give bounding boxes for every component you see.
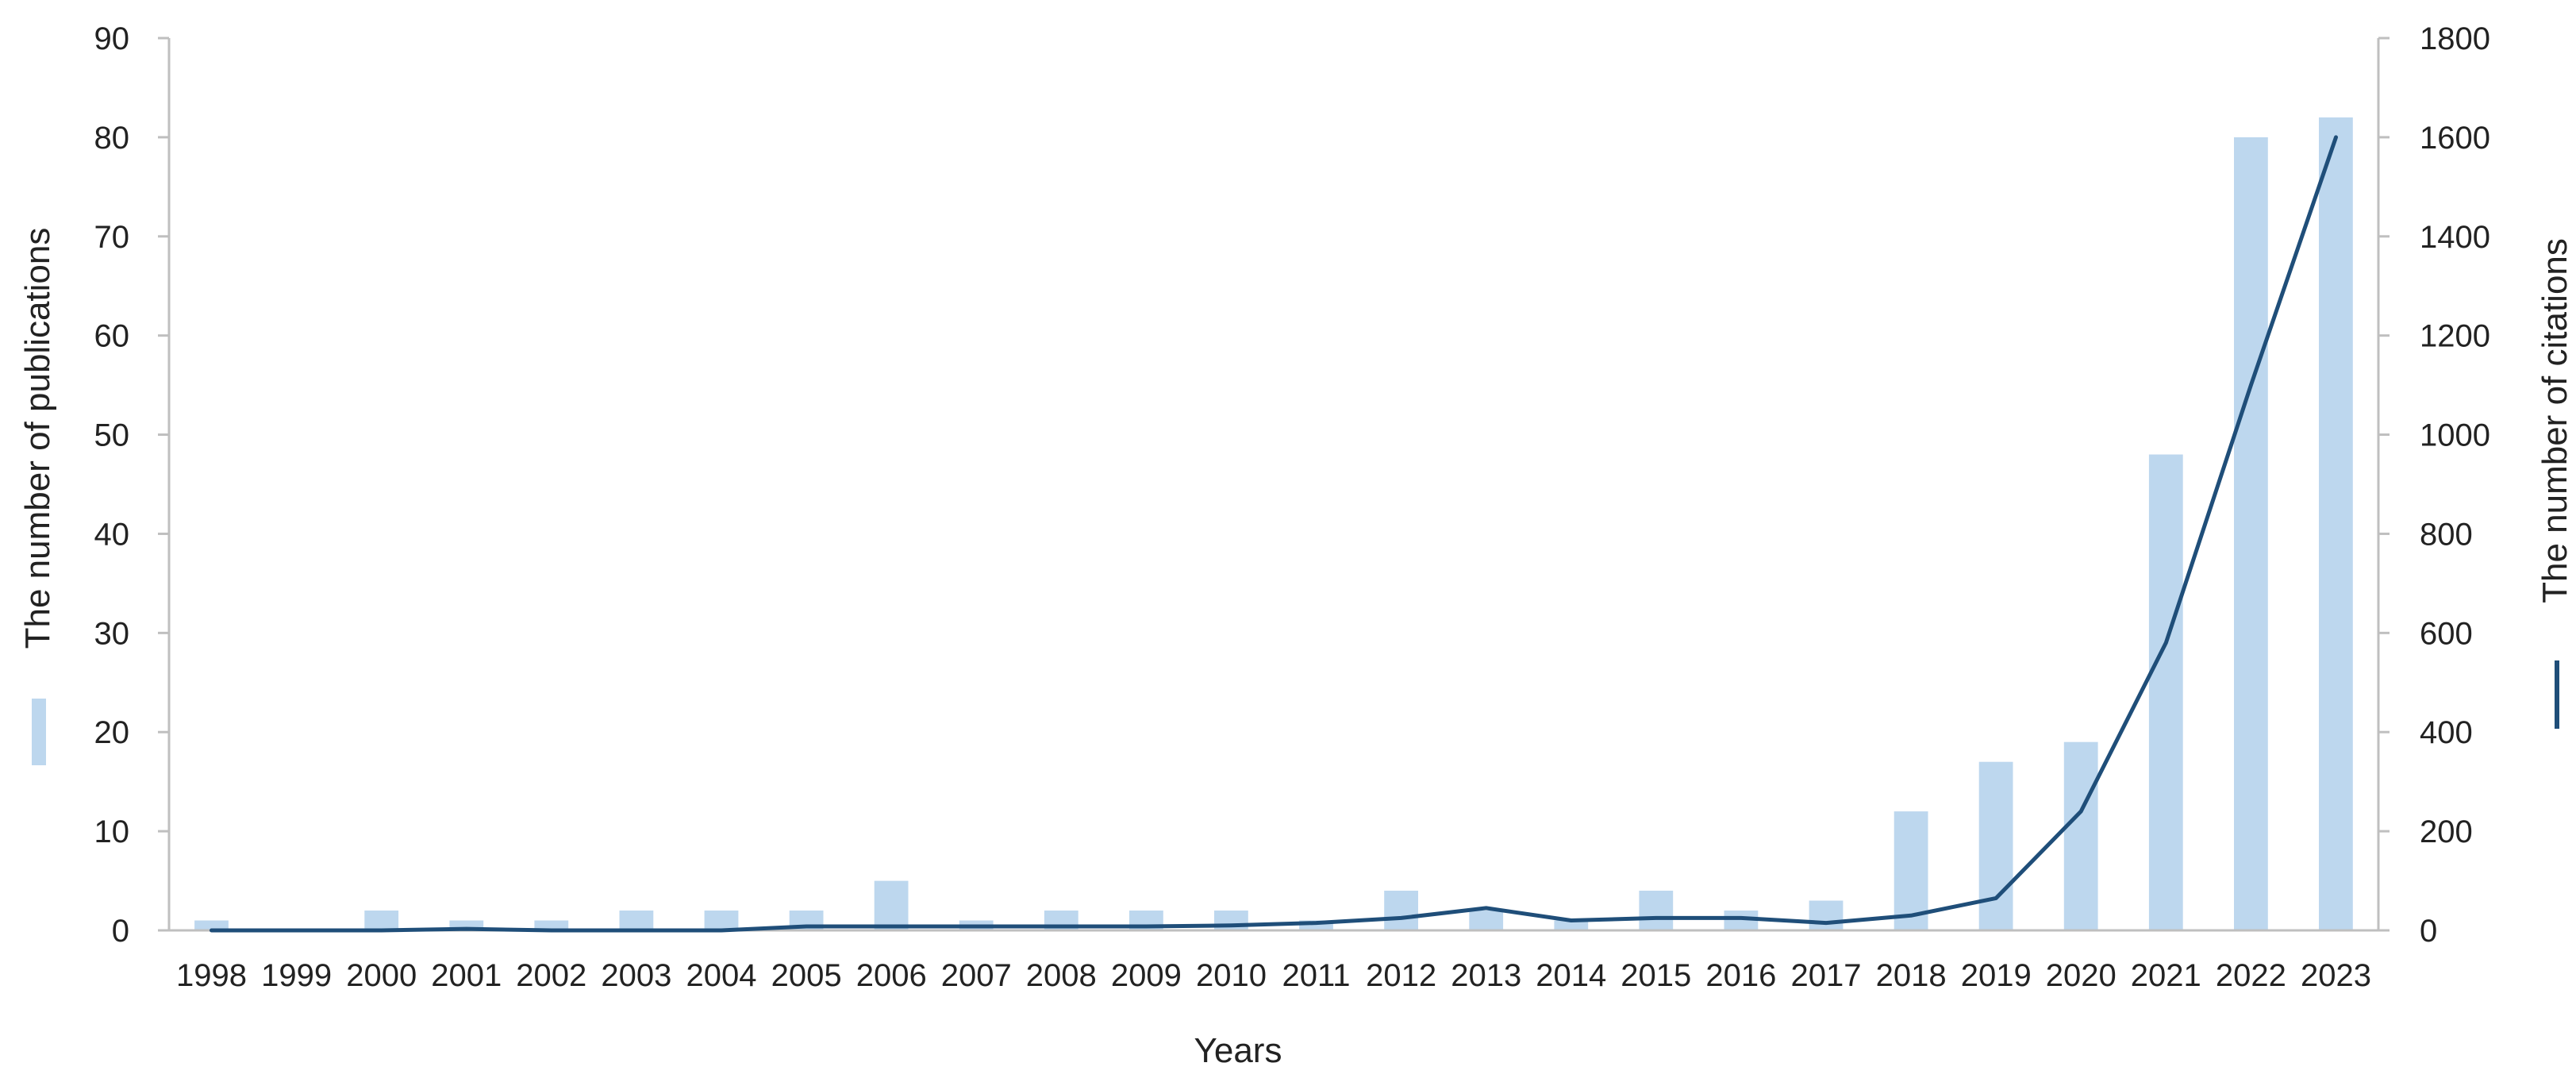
left-tick-label: 30 [94, 616, 130, 651]
bar-2002 [534, 920, 569, 930]
x-tick-label: 2003 [601, 958, 671, 993]
line-point-2000 [381, 930, 383, 931]
x-tick-label: 2001 [431, 958, 502, 993]
left-tick-label: 50 [94, 418, 130, 453]
bar-2017 [1809, 900, 1844, 930]
bar-2022 [2234, 137, 2268, 930]
line-point-2010 [1231, 925, 1232, 926]
left-tick-label: 80 [94, 121, 130, 156]
left-tick-label: 70 [94, 220, 130, 255]
right-tick-label: 1800 [2420, 21, 2490, 56]
citations-line [210, 135, 2338, 933]
right-tick-label: 1000 [2420, 418, 2490, 453]
left-tick-label: 90 [94, 21, 130, 56]
line-point-2002 [551, 930, 552, 931]
x-tick-label: 2002 [516, 958, 586, 993]
bar-2014 [1554, 920, 1589, 930]
x-tick-label: 2017 [1791, 958, 1862, 993]
line-point-2018 [1910, 915, 1912, 916]
x-tick-label: 2018 [1876, 958, 1947, 993]
x-axis-title: Years [1194, 1031, 1282, 1070]
bar-2018 [1894, 811, 1928, 930]
x-tick-label: 2022 [2216, 958, 2286, 993]
x-tick-label: 2009 [1111, 958, 1182, 993]
x-tick-label: 2008 [1026, 958, 1097, 993]
x-tick-label: 2005 [771, 958, 842, 993]
bar-2006 [874, 880, 909, 930]
line-point-2009 [1145, 926, 1147, 927]
bar-1998 [194, 920, 229, 930]
right-tick-label: 1200 [2420, 319, 2490, 354]
x-tick-label: 2011 [1282, 958, 1350, 993]
line-point-1999 [296, 930, 298, 931]
line-point-2006 [890, 926, 892, 927]
line-point-2004 [721, 930, 722, 931]
line-series [210, 135, 2338, 933]
x-tick-label: 2021 [2131, 958, 2201, 993]
axes [167, 38, 2380, 932]
left-axis-title-group: The number of publications [18, 228, 57, 765]
right-tick-label: 400 [2420, 715, 2473, 750]
bar-2019 [1978, 761, 2013, 930]
x-tick-label: 2014 [1536, 958, 1606, 993]
right-tick-label: 600 [2420, 616, 2473, 651]
x-tick-label: 2015 [1621, 958, 1691, 993]
line-point-2008 [1060, 926, 1062, 927]
x-tick-label: 1998 [176, 958, 247, 993]
x-tick-label: 2023 [2301, 958, 2371, 993]
left-tick-labels: 0 10 20 30 40 50 60 70 80 90 [94, 21, 169, 949]
line-point-2019 [1995, 897, 1997, 899]
left-tick-label: 20 [94, 715, 130, 750]
bar-2013 [1469, 911, 1504, 930]
bar-2021 [2148, 454, 2183, 930]
x-tick-label: 2013 [1451, 958, 1521, 993]
line-point-2021 [2165, 642, 2167, 644]
line-point-2007 [975, 926, 977, 927]
x-tick-label: 2006 [856, 958, 927, 993]
right-tick-label: 1400 [2420, 220, 2490, 255]
x-tick-label: 2000 [346, 958, 417, 993]
right-tick-label: 0 [2420, 914, 2437, 949]
bar-series [194, 117, 2353, 930]
right-tick-label: 1600 [2420, 121, 2490, 156]
bar-2003 [619, 911, 654, 930]
line-point-2011 [1316, 922, 1317, 924]
x-tick-label: 2019 [1961, 958, 2032, 993]
bar-2012 [1384, 891, 1418, 930]
line-point-2001 [466, 928, 467, 930]
line-point-1998 [211, 930, 212, 931]
right-tick-label: 800 [2420, 517, 2473, 552]
x-tick-label: 1999 [261, 958, 332, 993]
x-tick-label: 2010 [1196, 958, 1267, 993]
right-tick-label: 200 [2420, 814, 2473, 849]
x-tick-label: 2020 [2046, 958, 2117, 993]
left-tick-label: 0 [112, 914, 129, 949]
left-tick-label: 40 [94, 517, 130, 552]
line-point-2017 [1825, 922, 1827, 924]
x-tick-label: 2004 [686, 958, 757, 993]
bar-2020 [2063, 741, 2098, 930]
left-legend-bar-swatch [32, 699, 46, 765]
line-point-2020 [2080, 811, 2082, 812]
bar-2000 [364, 911, 399, 930]
x-tick-label: 2007 [941, 958, 1012, 993]
left-axis-title: The number of publications [18, 228, 57, 649]
right-axis-title: The number of citations [2536, 238, 2574, 603]
x-tick-label: 2016 [1705, 958, 1776, 993]
left-tick-label: 10 [94, 814, 130, 849]
right-axis-title-group: The number of citations [2536, 238, 2574, 729]
left-tick-label: 60 [94, 319, 130, 354]
x-tick-label: 2012 [1366, 958, 1436, 993]
bar-2004 [704, 911, 739, 930]
x-tick-labels: 1998 1999 2000 2001 2002 2003 2004 2005 2006 2007… [176, 958, 2371, 993]
right-tick-labels: 0 200 400 600 800 1000 1200 1400 1600 1800 [2378, 21, 2490, 949]
line-point-2005 [805, 926, 807, 927]
bar-2023 [2319, 117, 2353, 930]
bar-2015 [1639, 891, 1674, 930]
